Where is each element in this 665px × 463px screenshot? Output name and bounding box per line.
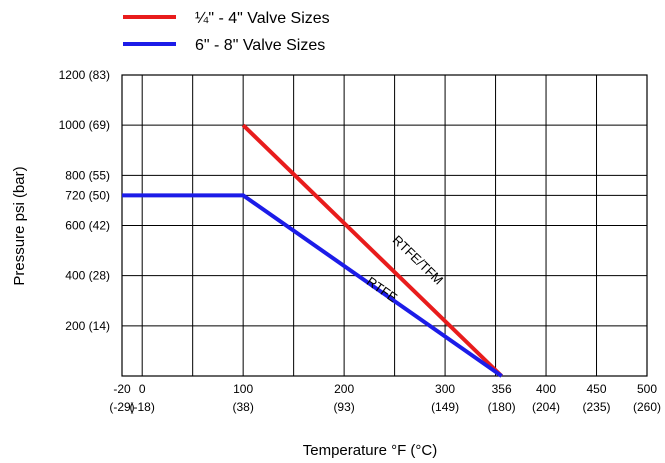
series-layer [122, 123, 504, 378]
x-axis-ticks: -20 (-29) 0 (-18) 100 (38) 200 (93) 300 (149) 356 (… [109, 382, 661, 414]
x-tick-label: 200 [334, 382, 354, 396]
x-tick-label: 450 [587, 382, 607, 396]
y-axis-ticks: 200 (14) 400 (28) 600 (42) 720 (50) 800 (55)… [59, 68, 110, 333]
series-line-1 [241, 123, 504, 378]
x-tick-label: 400 [536, 382, 556, 396]
x-tick-sublabel: (260) [633, 400, 661, 414]
y-axis-label: Pressure psi (bar) [11, 166, 28, 285]
plot-border [121, 74, 648, 377]
x-tick-sublabel: (235) [583, 400, 611, 414]
series-line-2 [122, 193, 503, 378]
x-tick-sublabel: (-18) [130, 400, 155, 414]
legend: ¼" - 4" Valve Sizes 6" - 8" Valve Sizes [123, 10, 330, 54]
x-axis-label: Temperature °F (°C) [303, 442, 438, 459]
x-tick-sublabel: (180) [488, 400, 516, 414]
x-tick-sublabel: (38) [232, 400, 253, 414]
x-tick-label: -20 [113, 382, 131, 396]
x-tick-sublabel: (204) [532, 400, 560, 414]
y-tick-label: 1200 (83) [59, 68, 110, 82]
grid [121, 74, 648, 377]
legend-label-1: ¼" - 4" Valve Sizes [195, 10, 330, 27]
y-tick-label: 600 (42) [65, 219, 110, 233]
x-tick-label: 500 [637, 382, 657, 396]
x-tick-sublabel: (-29) [109, 400, 134, 414]
series-annotation-1: RTFE/TFM [390, 232, 446, 287]
x-tick-label: 300 [435, 382, 455, 396]
x-tick-label: 356 [492, 382, 512, 396]
y-tick-label: 1000 (69) [59, 118, 110, 132]
y-tick-label: 720 (50) [65, 188, 110, 202]
x-tick-label: 100 [233, 382, 253, 396]
legend-label-2: 6" - 8" Valve Sizes [195, 37, 325, 54]
x-tick-label: 0 [139, 382, 146, 396]
x-tick-sublabel: (93) [333, 400, 354, 414]
y-tick-label: 400 (28) [65, 269, 110, 283]
y-tick-label: 800 (55) [65, 168, 110, 182]
y-tick-label: 200 (14) [65, 319, 110, 333]
x-tick-sublabel: (149) [431, 400, 459, 414]
